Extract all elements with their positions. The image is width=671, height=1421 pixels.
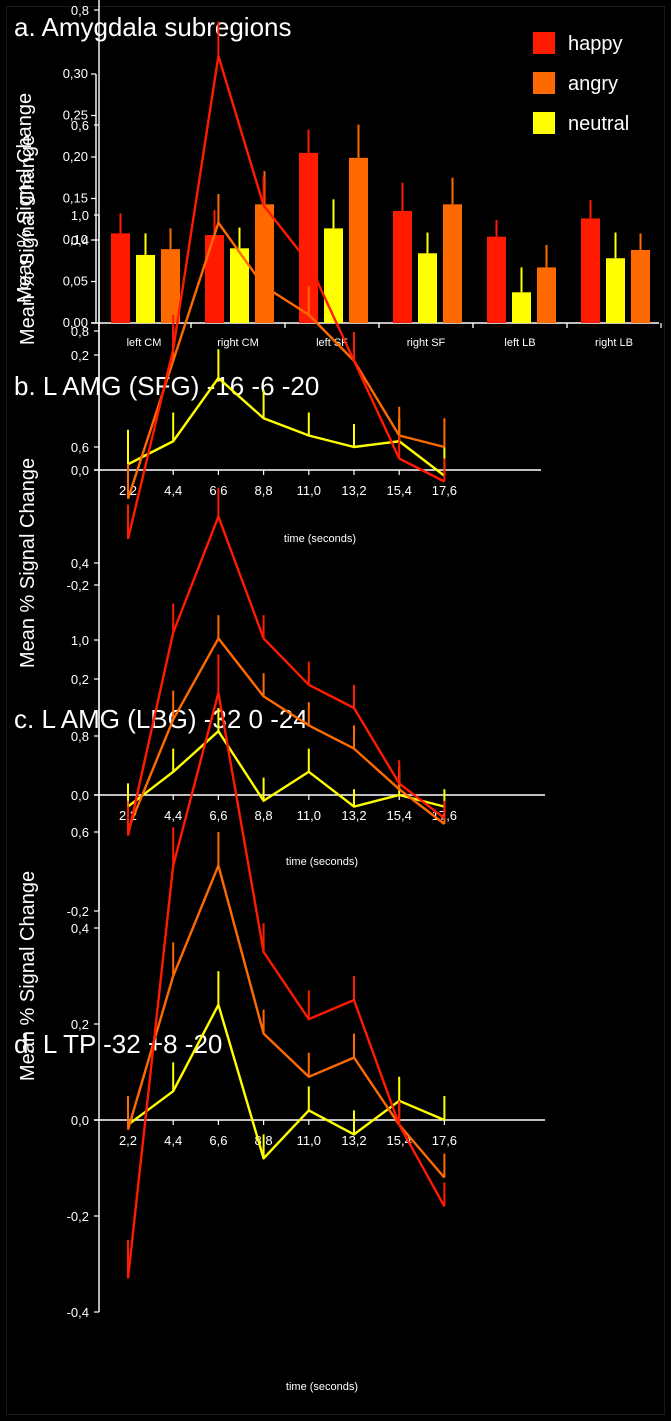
panel-c-x-axis-label: time (seconds) [286,856,358,868]
legend-swatch-happy [533,32,555,54]
legend-label-angry: angry [568,73,618,95]
panel-c-line-angry [126,637,446,831]
panel-d-x-tick-label: 6,6 [209,1133,227,1148]
panel-b-y-tick-label: -0,2 [67,578,89,593]
panel-d-y-tick-label: 0,8 [71,729,89,744]
legend-swatch-angry [533,72,555,94]
panel-b-y-tick-label: 0,8 [71,3,89,18]
legend-swatch-neutral [533,112,555,134]
panel-b-y-tick-label: 0,6 [71,118,89,133]
panel-b-x-tick-label: 8,8 [255,483,273,498]
bar-angry-right-sf [443,204,462,323]
panel-b-x-tick-label: 13,2 [341,483,366,498]
bar-angry-right-lb [631,249,650,323]
panel-b-line-happy [126,54,445,540]
bar-neutral-right-lb [606,258,625,323]
panel-c-y-tick-label: 0,6 [71,440,89,455]
panel-c-y-tick-label: 0,2 [71,672,89,687]
panel-d-line-happy [126,691,446,1279]
panel-a-category-label: right CM [217,337,259,349]
panel-a-category-label: left LB [504,337,535,349]
panel-a-y-tick-label: 0,20 [63,149,88,164]
panel-d-x-tick-label: 11,0 [297,1133,321,1148]
bar-angry-left-cm [161,249,180,323]
panel-a-category-label: left CM [127,337,162,349]
panel-c-y-tick-label: 0,0 [71,788,89,803]
panel-c-x-tick-label: 13,2 [341,808,366,823]
panel-a-y-tick-label: 0,05 [63,274,88,289]
panel-a-title: a. Amygdala subregions [14,12,292,42]
panel-b-line-angry [126,221,445,500]
panel-d-x-tick-label: 2,2 [119,1133,137,1148]
panel-d-y-tick-label: 1,0 [71,633,89,648]
panel-d-y-tick-label: 0,2 [71,1017,89,1032]
panel-a-y-tick-label: 0,25 [63,108,88,123]
panel-a-y-tick-label: 0,30 [63,66,88,81]
panel-b-y-tick-label: 0,2 [71,348,89,363]
legend-label-neutral: neutral [568,113,629,135]
panel-d-x-tick-label: 17,6 [432,1133,457,1148]
bar-happy-right-lb [581,218,600,323]
panel-b-x-tick-label: 11,0 [297,483,321,498]
bar-neutral-left-sf [324,228,343,323]
panel-b-x-tick-label: 15,4 [387,483,412,498]
bar-neutral-left-lb [512,292,531,323]
panel-c-x-tick-label: 4,4 [164,808,182,823]
panel-d-y-tick-label: 0,4 [71,921,89,936]
panel-c-line-neutral [127,730,445,808]
panel-c-line-happy [126,515,446,836]
bar-neutral-left-cm [136,254,155,323]
panel-d-x-tick-label: 4,4 [164,1133,182,1148]
panel-b-y-tick-label: 0,0 [71,463,89,478]
bar-neutral-right-cm [230,248,249,323]
panel-d-line-angry [126,864,446,1179]
panel-d-y-tick-label: 0,6 [71,825,89,840]
panel-c-x-tick-label: 11,0 [297,808,321,823]
bar-angry-left-sf [349,157,368,323]
panel-d-title: d. L TP -32 +8 -20 [14,1029,222,1059]
panel-b-x-tick-label: 17,6 [432,483,457,498]
panel-b-y-axis-label: Mean % Signal Change [17,135,39,345]
panel-c-y-tick-label: 1,0 [71,208,89,223]
legend-label-happy: happy [568,33,623,55]
panel-d-y-tick-label: -0,4 [67,1305,89,1320]
bar-happy-right-sf [393,210,412,323]
panel-a-y-tick-label: 0,15 [63,191,88,206]
panel-d-y-axis-label: Mean % Signal Change [17,871,39,1081]
panel-b-y-tick-label: 0,4 [71,233,89,248]
panel-d-y-tick-label: 0,0 [71,1113,89,1128]
panel-a-y-tick-label: 0,10 [63,232,88,247]
panel-b-x-axis-label: time (seconds) [284,533,356,545]
panel-a-category-label: right SF [407,337,446,349]
panel-a-y-axis-label: Mean % Signal Change [14,93,36,303]
bar-happy-right-cm [205,235,224,323]
panel-a-y-tick-label: 0,00 [63,315,88,330]
panel-c-y-tick-label: -0,2 [67,904,89,919]
panel-d-y-tick-label: -0,2 [67,1209,89,1224]
panel-c-x-tick-label: 15,4 [387,808,412,823]
bar-happy-left-cm [111,233,130,323]
panel-c-title: c. L AMG (LBG) -32 0 -24 [14,704,308,734]
panel-c-x-tick-label: 6,6 [209,808,227,823]
bar-happy-left-lb [487,236,506,323]
panel-b-x-tick-label: 4,4 [164,483,182,498]
panel-c-y-tick-label: 0,8 [71,324,89,339]
panel-d-x-tick-label: 13,2 [341,1133,366,1148]
bar-angry-left-lb [537,267,556,323]
panel-d-x-axis-label: time (seconds) [286,1381,358,1393]
panel-c-y-tick-label: 0,4 [71,556,89,571]
panel-c-x-tick-label: 8,8 [255,808,273,823]
panel-c-y-axis-label: Mean % Signal Change [17,458,39,668]
bar-neutral-right-sf [418,253,437,323]
panel-a-category-label: right LB [595,337,633,349]
